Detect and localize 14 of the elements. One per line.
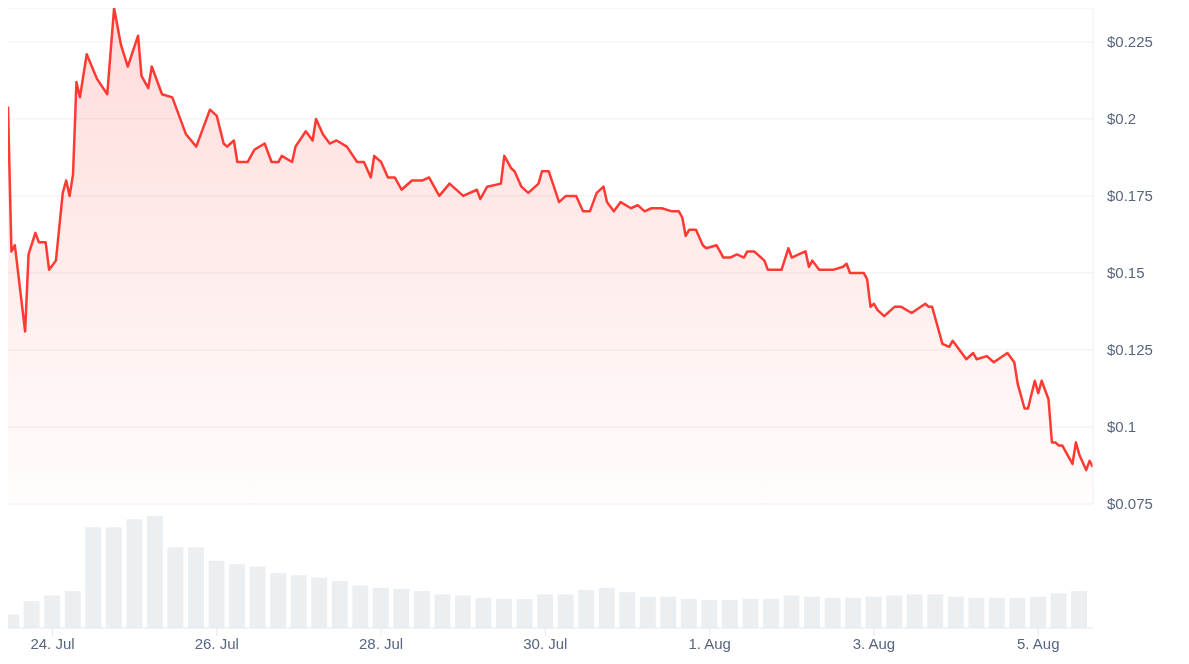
y-tick-label: $0.125 (1107, 341, 1153, 359)
x-tick-label: 3. Aug (852, 634, 896, 652)
x-tick-label: 1. Aug (688, 634, 731, 652)
y-tick-label: $0.2 (1107, 110, 1137, 128)
y-tick-label: $0.1 (1107, 418, 1137, 436)
y-tick-label: $0.175 (1107, 187, 1153, 205)
x-tick-label: 5. Aug (1016, 634, 1060, 652)
x-tick-label: 24. Jul (30, 634, 75, 652)
y-tick-label: $0.075 (1107, 495, 1153, 513)
x-tick-label: 30. Jul (523, 634, 568, 652)
y-tick-label: $0.225 (1107, 33, 1153, 51)
x-tick-label: 26. Jul (194, 634, 239, 652)
x-tick-label: 28. Jul (358, 634, 404, 652)
y-tick-label: $0.15 (1107, 264, 1145, 282)
